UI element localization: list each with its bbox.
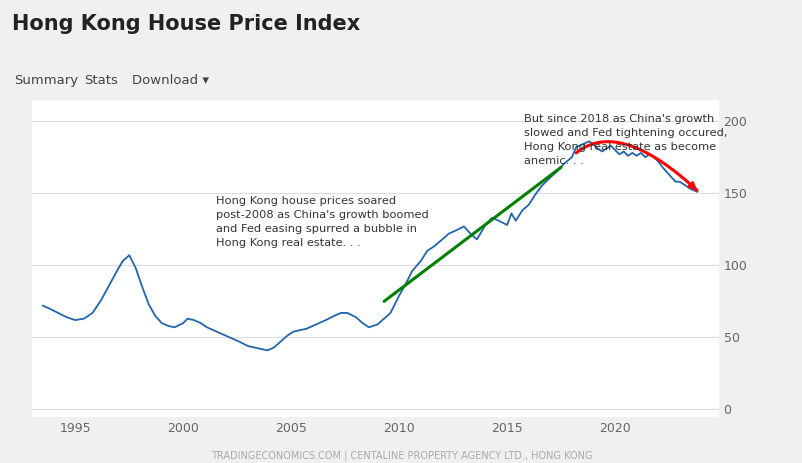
Text: Stats: Stats bbox=[84, 74, 118, 87]
Text: Hong Kong House Price Index: Hong Kong House Price Index bbox=[12, 14, 360, 34]
Text: But since 2018 as China's growth
slowed and Fed tightening occured,
Hong Kong re: But since 2018 as China's growth slowed … bbox=[524, 114, 727, 166]
Text: Summary: Summary bbox=[14, 74, 79, 87]
Text: Hong Kong house prices soared
post-2008 as China's growth boomed
and Fed easing : Hong Kong house prices soared post-2008 … bbox=[216, 196, 427, 248]
Text: Download ▾: Download ▾ bbox=[132, 74, 209, 87]
Text: TRADINGECONOMICS.COM | CENTALINE PROPERTY AGENCY LTD., HONG KONG: TRADINGECONOMICS.COM | CENTALINE PROPERT… bbox=[210, 450, 592, 461]
